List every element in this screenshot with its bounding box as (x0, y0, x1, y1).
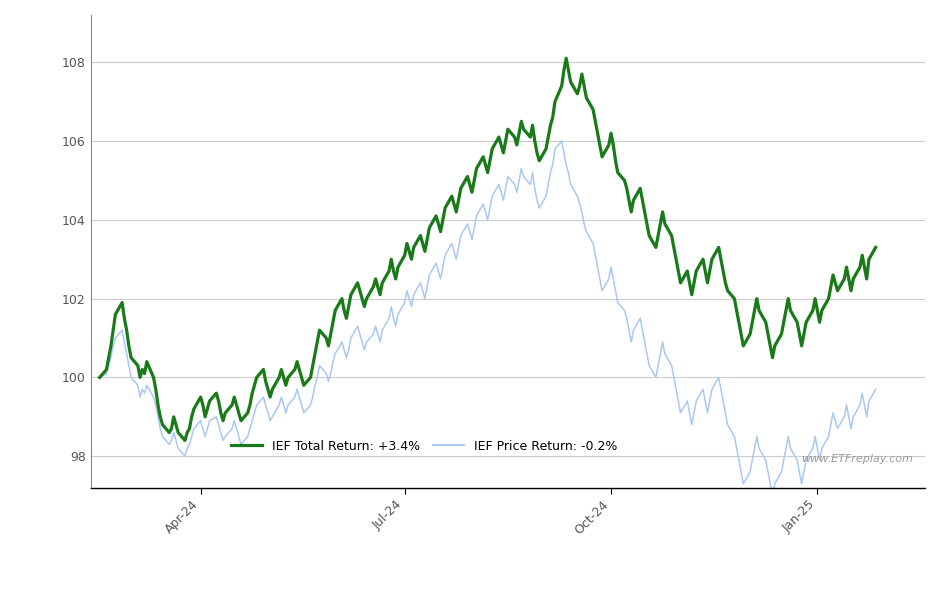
Text: www.ETFreplay.com: www.ETFreplay.com (801, 454, 913, 464)
Legend: IEF Total Return: +3.4%, IEF Price Return: -0.2%: IEF Total Return: +3.4%, IEF Price Retur… (227, 435, 622, 458)
